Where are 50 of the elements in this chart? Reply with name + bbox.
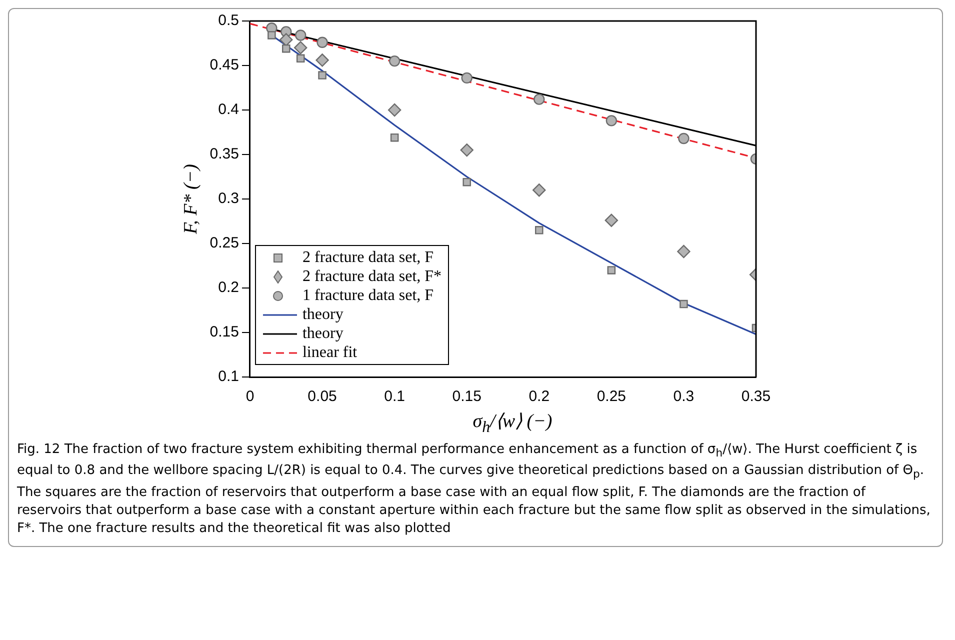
point bbox=[293, 41, 307, 54]
legend-label: theory bbox=[302, 324, 344, 343]
point bbox=[282, 44, 290, 53]
point bbox=[318, 71, 326, 80]
x-axis-title: σ$_{h}$/⟨w⟩ (−) bbox=[472, 410, 554, 437]
point bbox=[294, 30, 306, 41]
point bbox=[460, 143, 473, 157]
point bbox=[678, 132, 689, 144]
y-axis-title: F, F* (−) bbox=[180, 164, 201, 235]
point bbox=[533, 94, 544, 105]
text: Fig. 12 The fraction of two fracture system exhibiting thermal performance enhancement as a function of σ$_{h}$/⟨w⟩. The Hurst coefficient ζ is equal to 0.8 and the wellbore spacing L/(2R) is equal to 0.4. The curves give theoretical predictions based on a Gaussian distribution of Θ$_{p}$. The squares are the fraction of reservoirs that outperform a base case with an equal flow split, F. The diamonds are the fraction of reservoirs that outperform a base case with a constant aperture within each fracture but the same flow split as observed in the simulations, F*. The one fracture results and the theoretical fit was also plotted bbox=[17, 442, 930, 536]
point bbox=[279, 33, 292, 46]
y-tick-label: 0.15 bbox=[209, 324, 238, 341]
x-tick-label: 0.15 bbox=[452, 388, 481, 406]
y-tick-label: 0.4 bbox=[218, 101, 238, 118]
point bbox=[316, 36, 328, 48]
point bbox=[462, 178, 470, 186]
x-tick-label: 0.25 bbox=[596, 388, 626, 406]
point bbox=[532, 184, 546, 197]
point bbox=[388, 55, 400, 67]
x-tick-label: 0.2 bbox=[528, 388, 550, 406]
legend-label: 2 fracture data set, F bbox=[302, 248, 434, 267]
point bbox=[267, 31, 276, 40]
x-tick-label: 0.05 bbox=[307, 388, 336, 406]
legend-label: 2 fracture data set, F* bbox=[302, 267, 442, 286]
y-tick-label: 0.5 bbox=[218, 12, 238, 30]
point bbox=[679, 300, 688, 308]
point bbox=[676, 244, 690, 258]
point bbox=[606, 266, 616, 274]
y-tick-label: 0.1 bbox=[218, 368, 238, 386]
point bbox=[315, 54, 328, 67]
y-tick-label: 0.2 bbox=[218, 279, 238, 296]
point bbox=[604, 214, 618, 227]
legend-label: linear fit bbox=[302, 343, 358, 362]
point bbox=[534, 226, 543, 234]
y-tick-label: 0.35 bbox=[209, 146, 238, 163]
y-tick-label: 0.45 bbox=[209, 56, 238, 74]
x-tick-label: 0.3 bbox=[672, 388, 694, 406]
legend-label: theory bbox=[302, 305, 344, 324]
point bbox=[387, 103, 401, 117]
y-tick-label: 0.25 bbox=[209, 234, 238, 252]
point bbox=[390, 133, 398, 142]
legend-label: 1 fracture data set, F bbox=[302, 286, 434, 305]
x-tick-label: 0.35 bbox=[740, 388, 770, 406]
point bbox=[605, 115, 617, 126]
x-tick-label: 0 bbox=[245, 388, 254, 406]
point bbox=[460, 72, 472, 84]
point bbox=[296, 54, 304, 63]
y-tick-label: 0.3 bbox=[218, 190, 238, 208]
x-tick-label: 0.1 bbox=[384, 388, 404, 406]
